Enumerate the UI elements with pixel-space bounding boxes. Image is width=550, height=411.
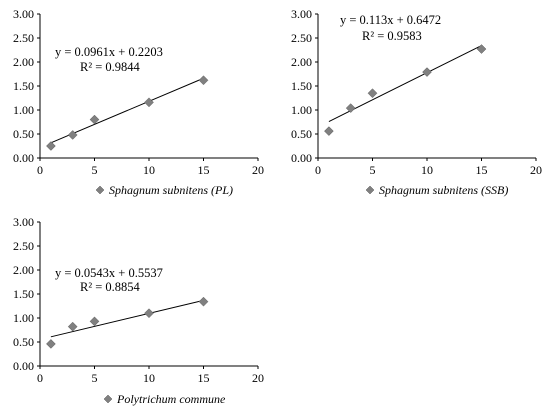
trendline-equation: y = 0.0543x + 0.5537 bbox=[55, 266, 163, 280]
r-squared-label: R² = 0.9583 bbox=[362, 29, 422, 43]
x-tick-label: 0 bbox=[315, 163, 321, 177]
data-point bbox=[476, 44, 487, 54]
y-tick-label: 2.50 bbox=[13, 239, 34, 253]
y-tick-label: 2.00 bbox=[13, 263, 34, 277]
x-tick-label: 10 bbox=[143, 163, 155, 177]
y-tick-label: 3.00 bbox=[291, 7, 312, 21]
legend-marker bbox=[365, 185, 375, 195]
y-tick-label: 2.50 bbox=[291, 31, 312, 45]
chart-panel-2: 0.00 0.50 1.00 1.50 2.00 2.50 3.00 0 5 10 15 20 y = … bbox=[291, 7, 542, 197]
x-tick-label: 5 bbox=[370, 163, 376, 177]
data-point bbox=[144, 97, 154, 108]
y-tick-label: 2.00 bbox=[13, 55, 34, 69]
legend: Sphagnum subnitens (PL) bbox=[95, 183, 233, 197]
y-tick-label: 2.50 bbox=[13, 31, 34, 45]
x-tick-label: 5 bbox=[92, 163, 98, 177]
data-point bbox=[67, 321, 78, 332]
y-tick-label: 1.50 bbox=[13, 79, 34, 93]
data-point bbox=[144, 308, 154, 319]
y-tick-label: 3.00 bbox=[13, 215, 34, 229]
legend-label: Sphagnum subnitens (SSB) bbox=[379, 183, 508, 197]
data-point bbox=[367, 88, 378, 99]
legend-label: Sphagnum subnitens (PL) bbox=[109, 183, 233, 197]
r-squared-label: R² = 0.8854 bbox=[80, 280, 141, 294]
y-tick-label: 0.00 bbox=[13, 359, 34, 373]
data-point bbox=[89, 114, 100, 125]
data-point bbox=[345, 103, 356, 113]
legend-marker bbox=[103, 394, 113, 404]
x-tick-label: 20 bbox=[252, 371, 264, 385]
data-point bbox=[89, 316, 100, 327]
r-squared-label: R² = 0.9844 bbox=[80, 60, 141, 74]
y-tick-label: 1.00 bbox=[13, 311, 34, 325]
x-tick-label: 15 bbox=[198, 163, 210, 177]
y-tick-label: 1.50 bbox=[13, 287, 34, 301]
data-point bbox=[46, 339, 56, 349]
chart-panel-3: 0.00 0.50 1.00 1.50 2.00 2.50 3.00 0 5 10 15 20 y = … bbox=[13, 215, 264, 406]
x-tick-label: 10 bbox=[143, 371, 155, 385]
x-tick-label: 0 bbox=[37, 371, 43, 385]
data-point bbox=[324, 126, 334, 136]
y-tick-label: 0.50 bbox=[291, 127, 312, 141]
legend-marker bbox=[95, 185, 105, 195]
y-tick-label: 0.50 bbox=[13, 335, 34, 349]
y-tick-label: 1.50 bbox=[291, 79, 312, 93]
chart-panel-1: 0.00 0.50 1.00 1.50 2.00 2.50 3.00 0 5 10 15 20 y = … bbox=[13, 7, 264, 197]
trendline bbox=[50, 299, 204, 338]
y-tick-label: 2.00 bbox=[291, 55, 312, 69]
x-tick-label: 0 bbox=[37, 163, 43, 177]
x-tick-label: 15 bbox=[198, 371, 210, 385]
y-tick-label: 1.00 bbox=[291, 103, 312, 117]
y-tick-label: 0.50 bbox=[13, 127, 34, 141]
trendline-equation: y = 0.113x + 0.6472 bbox=[340, 13, 441, 27]
data-point bbox=[67, 130, 78, 140]
data-point bbox=[198, 296, 209, 307]
y-tick-label: 1.00 bbox=[13, 103, 34, 117]
y-tick-label: 0.00 bbox=[13, 151, 34, 165]
data-point bbox=[422, 67, 432, 77]
x-tick-label: 20 bbox=[252, 163, 264, 177]
legend: Sphagnum subnitens (SSB) bbox=[365, 183, 508, 197]
y-tick-label: 0.00 bbox=[291, 151, 312, 165]
data-point bbox=[198, 75, 209, 86]
trendline bbox=[50, 77, 204, 144]
trendline-equation: y = 0.0961x + 0.2203 bbox=[55, 45, 163, 59]
legend-label: Polytrichum commune bbox=[116, 392, 226, 406]
x-tick-label: 20 bbox=[530, 163, 542, 177]
legend: Polytrichum commune bbox=[103, 392, 226, 406]
y-tick-label: 3.00 bbox=[13, 7, 34, 21]
x-tick-label: 15 bbox=[476, 163, 488, 177]
data-point bbox=[46, 141, 56, 151]
x-tick-label: 10 bbox=[421, 163, 433, 177]
x-tick-label: 5 bbox=[92, 371, 98, 385]
